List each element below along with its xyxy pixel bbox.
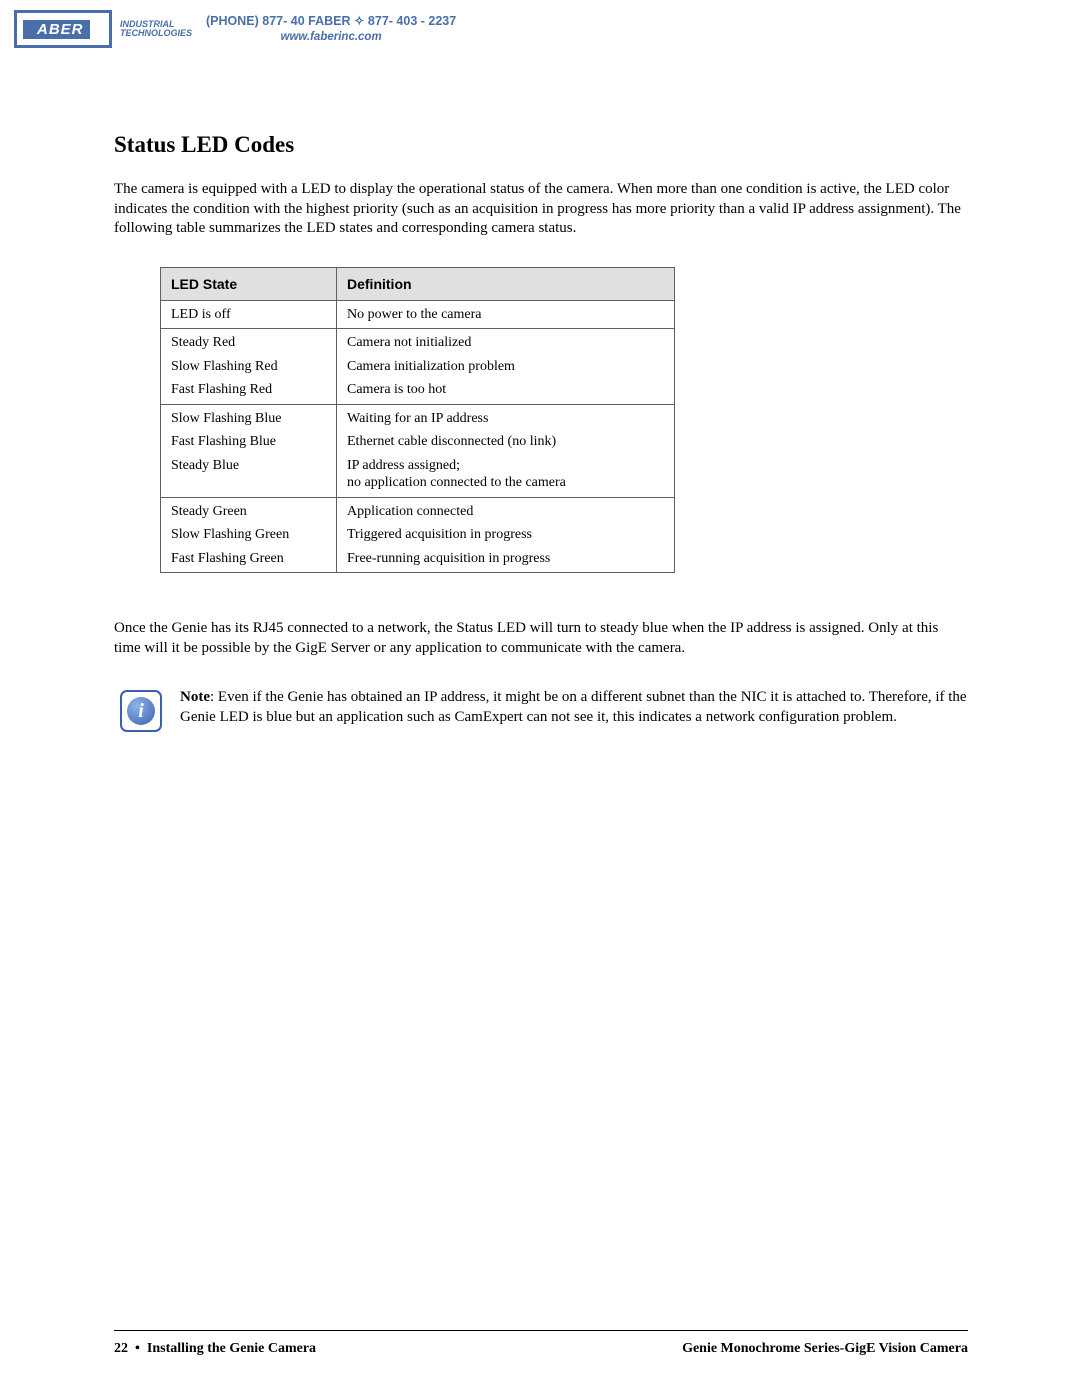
cell-definition: No power to the camera	[337, 300, 675, 329]
table-row: Fast Flashing BlueEthernet cable disconn…	[161, 430, 675, 454]
table-row: Fast Flashing GreenFree-running acquisit…	[161, 547, 675, 573]
cell-definition: Ethernet cable disconnected (no link)	[337, 430, 675, 454]
page-header: ABER INDUSTRIAL TECHNOLOGIES (PHONE) 877…	[14, 10, 456, 48]
cell-state: Slow Flashing Blue	[161, 404, 337, 430]
cell-state: Steady Blue	[161, 454, 337, 498]
table-row: Slow Flashing BlueWaiting for an IP addr…	[161, 404, 675, 430]
website-url: www.faberinc.com	[206, 30, 456, 46]
logo: ABER	[14, 10, 112, 48]
cell-definition: Camera initialization problem	[337, 355, 675, 379]
cell-definition: Application connected	[337, 497, 675, 523]
cell-state: Steady Red	[161, 329, 337, 355]
logo-tagline: INDUSTRIAL TECHNOLOGIES	[120, 20, 192, 39]
footer-left: 22 • Installing the Genie Camera	[114, 1341, 316, 1357]
table-row: Steady BlueIP address assigned; no appli…	[161, 454, 675, 498]
table-row: Steady GreenApplication connected	[161, 497, 675, 523]
table-row: Fast Flashing RedCamera is too hot	[161, 378, 675, 404]
footer-rule	[114, 1330, 968, 1331]
cell-definition: Waiting for an IP address	[337, 404, 675, 430]
cell-definition: Camera is too hot	[337, 378, 675, 404]
page-footer: 22 • Installing the Genie Camera Genie M…	[114, 1341, 968, 1357]
cell-definition: Free-running acquisition in progress	[337, 547, 675, 573]
note-body: : Even if the Genie has obtained an IP a…	[180, 689, 967, 725]
footer-right: Genie Monochrome Series-GigE Vision Came…	[682, 1341, 968, 1357]
cell-definition: IP address assigned; no application conn…	[337, 454, 675, 498]
cell-state: Slow Flashing Green	[161, 523, 337, 547]
table-row: LED is offNo power to the camera	[161, 300, 675, 329]
table-row: Slow Flashing RedCamera initialization p…	[161, 355, 675, 379]
cell-state: Fast Flashing Red	[161, 378, 337, 404]
footer-left-text: Installing the Genie Camera	[147, 1341, 316, 1356]
post-table-paragraph: Once the Genie has its RJ45 connected to…	[114, 619, 968, 658]
intro-paragraph: The camera is equipped with a LED to dis…	[114, 180, 968, 239]
cell-state: Steady Green	[161, 497, 337, 523]
table-row: Slow Flashing GreenTriggered acquisition…	[161, 523, 675, 547]
led-table-container: LED State Definition LED is offNo power …	[160, 267, 675, 574]
cell-definition: Camera not initialized	[337, 329, 675, 355]
info-icon-glyph: i	[127, 697, 155, 725]
col-header-definition: Definition	[337, 267, 675, 300]
page-number: 22	[114, 1341, 128, 1356]
col-header-state: LED State	[161, 267, 337, 300]
section-title: Status LED Codes	[114, 132, 968, 158]
cell-state: Fast Flashing Blue	[161, 430, 337, 454]
led-status-table: LED State Definition LED is offNo power …	[160, 267, 675, 574]
table-row: Steady RedCamera not initialized	[161, 329, 675, 355]
cell-state: LED is off	[161, 300, 337, 329]
note-label: Note	[180, 689, 210, 705]
footer-bullet: •	[135, 1341, 140, 1356]
note-text: Note: Even if the Genie has obtained an …	[180, 688, 968, 727]
contact-block: (PHONE) 877- 40 FABER ✧ 877- 403 - 2237 …	[206, 13, 456, 45]
info-icon: i	[120, 690, 162, 732]
cell-state: Slow Flashing Red	[161, 355, 337, 379]
cell-state: Fast Flashing Green	[161, 547, 337, 573]
cell-definition: Triggered acquisition in progress	[337, 523, 675, 547]
logo-tag-2: TECHNOLOGIES	[120, 28, 192, 38]
logo-text: ABER	[23, 20, 90, 39]
note-block: i Note: Even if the Genie has obtained a…	[114, 688, 968, 732]
main-content: Status LED Codes The camera is equipped …	[114, 132, 968, 732]
phone-line: (PHONE) 877- 40 FABER ✧ 877- 403 - 2237	[206, 13, 456, 30]
